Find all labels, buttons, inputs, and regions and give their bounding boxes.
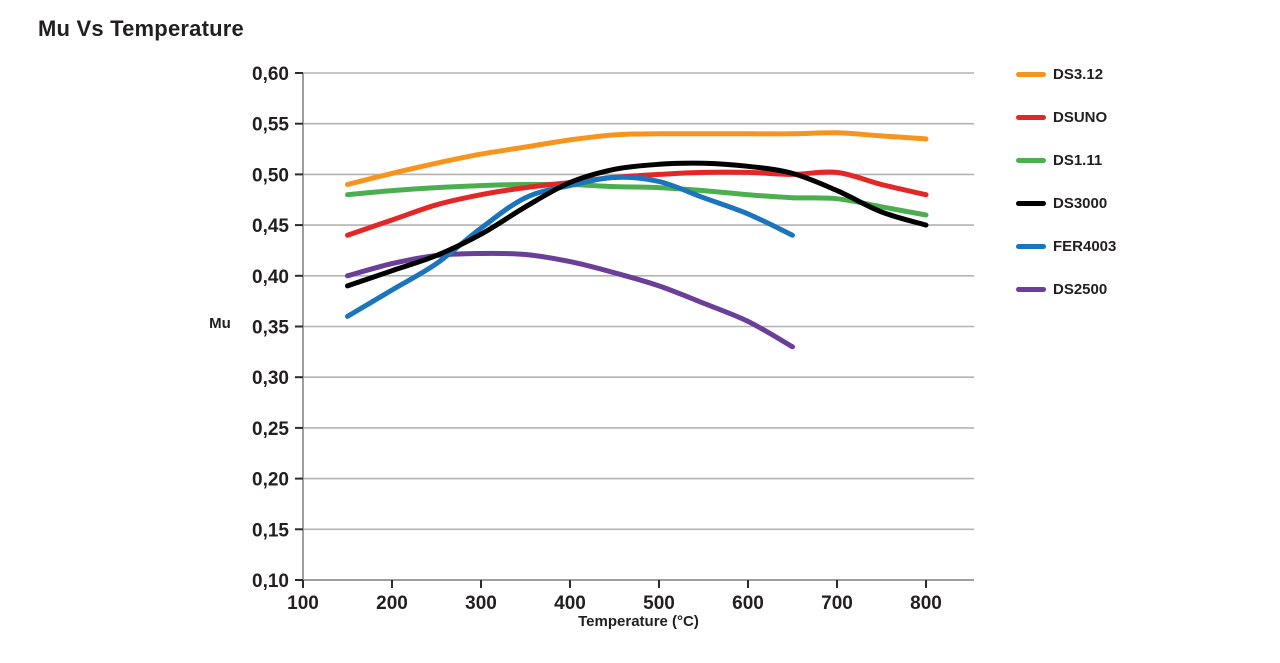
legend-label: FER4003 bbox=[1053, 238, 1117, 255]
legend-item-FER4003: FER4003 bbox=[1016, 225, 1116, 268]
x-axis-title: Temperature (°C) bbox=[578, 613, 699, 630]
x-tick-label: 500 bbox=[643, 593, 675, 614]
y-tick-label: 0,40 bbox=[252, 267, 289, 288]
legend-item-DS1.11: DS1.11 bbox=[1016, 139, 1116, 182]
legend-swatch-DS1.11 bbox=[1016, 158, 1046, 163]
legend-label: DS3.12 bbox=[1053, 66, 1104, 83]
y-tick-label: 0,45 bbox=[252, 216, 289, 237]
legend-item-DS2500: DS2500 bbox=[1016, 268, 1116, 311]
y-tick-label: 0,30 bbox=[252, 368, 289, 389]
y-tick-label: 0,60 bbox=[252, 64, 289, 85]
series-line-FER4003 bbox=[345, 174, 795, 319]
legend-swatch-DS2500 bbox=[1016, 287, 1046, 292]
legend-label: DSUNO bbox=[1053, 109, 1108, 126]
y-tick-label: 0,55 bbox=[252, 115, 289, 136]
chart-title: Mu Vs Temperature bbox=[38, 16, 244, 41]
x-tick-label: 800 bbox=[910, 593, 942, 614]
y-tick-label: 0,50 bbox=[252, 165, 289, 186]
legend-item-DS3.12: DS3.12 bbox=[1016, 53, 1116, 96]
series-line-DS3.12 bbox=[345, 130, 929, 187]
y-axis-title: Mu bbox=[209, 315, 231, 332]
legend-swatch-FER4003 bbox=[1016, 244, 1046, 249]
y-tick-label: 0,25 bbox=[252, 419, 289, 440]
legend-label: DS3000 bbox=[1053, 195, 1108, 212]
series-line-DS3000 bbox=[345, 160, 929, 289]
y-tick-label: 0,15 bbox=[252, 520, 289, 541]
x-tick-label: 400 bbox=[554, 593, 586, 614]
series-line-DS1.11 bbox=[345, 181, 929, 218]
y-tick-label: 0,35 bbox=[252, 318, 289, 339]
x-tick-label: 100 bbox=[287, 593, 319, 614]
legend-item-DS3000: DS3000 bbox=[1016, 182, 1116, 225]
legend-swatch-DSUNO bbox=[1016, 115, 1046, 120]
y-tick-label: 0,10 bbox=[252, 571, 289, 592]
legend-label: DS2500 bbox=[1053, 281, 1108, 298]
x-tick-label: 200 bbox=[376, 593, 408, 614]
legend-item-DSUNO: DSUNO bbox=[1016, 96, 1116, 139]
x-tick-label: 600 bbox=[732, 593, 764, 614]
series-line-DS2500 bbox=[345, 250, 795, 350]
x-tick-label: 300 bbox=[465, 593, 497, 614]
x-tick-label: 700 bbox=[821, 593, 853, 614]
y-tick-label: 0,20 bbox=[252, 470, 289, 491]
legend-swatch-DS3.12 bbox=[1016, 72, 1046, 77]
chart-legend: DS3.12 DSUNO DS1.11 DS3000 FER4003 DS2500 bbox=[1016, 53, 1116, 311]
legend-label: DS1.11 bbox=[1053, 152, 1103, 169]
legend-swatch-DS3000 bbox=[1016, 201, 1046, 206]
